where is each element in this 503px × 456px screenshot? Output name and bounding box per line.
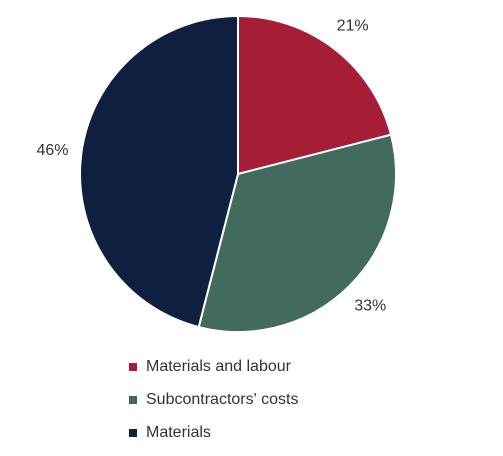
legend-label: Subcontractors' costs <box>146 391 298 408</box>
pie-slice <box>197 133 397 333</box>
data-label: 21% <box>337 17 369 34</box>
legend-marker <box>129 363 137 371</box>
pie-slice <box>79 14 239 329</box>
pie-slice <box>237 14 393 176</box>
data-label: 46% <box>36 142 68 159</box>
legend-label: Materials and labour <box>146 358 292 375</box>
legend-label: Materials <box>146 424 211 441</box>
data-label: 33% <box>354 297 386 314</box>
legend-marker <box>129 429 137 437</box>
legend-marker <box>129 396 137 404</box>
